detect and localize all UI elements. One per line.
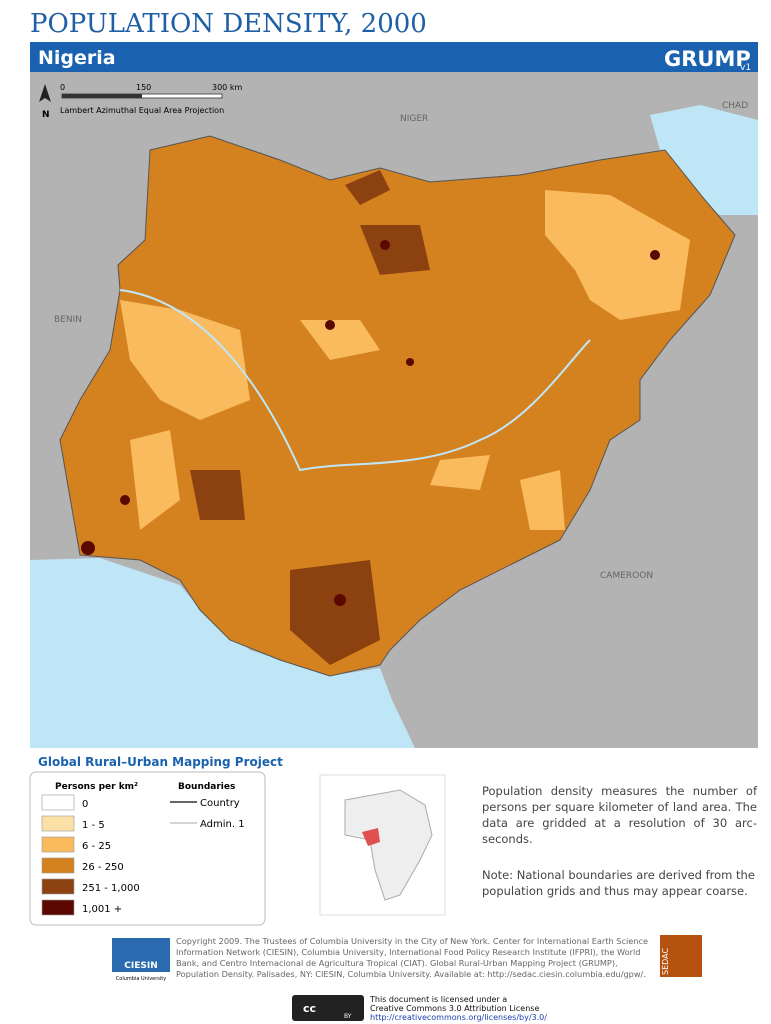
cc-badge [292, 995, 364, 1021]
scale-label: 0 [60, 83, 65, 92]
boundary-label: Admin. 1 [200, 819, 245, 830]
inset-africa [344, 789, 433, 901]
legend-label: 26 - 250 [82, 862, 124, 873]
license-url: http://creativecommons.org/licenses/by/3… [370, 1013, 547, 1022]
neighbor-label: CHAD [722, 101, 748, 111]
license: This document is licensed under a Creativ… [370, 995, 547, 1022]
sedac-text: SEDAC [661, 948, 670, 975]
scale-label: 300 km [212, 83, 242, 92]
cc-text: cc [303, 1002, 316, 1015]
river [119, 289, 591, 472]
legend-swatch [41, 815, 75, 832]
scale-bar [62, 94, 142, 98]
city [380, 240, 390, 250]
by-text: BY [344, 1013, 352, 1020]
city [406, 358, 414, 366]
logo-version: v1 [740, 63, 751, 73]
ocean [30, 558, 415, 748]
ciesin-text: CIESIN [124, 961, 157, 971]
legend-title: Global Rural–Urban Mapping Project [38, 755, 283, 769]
legend-swatch [41, 899, 75, 916]
lake-chad [650, 105, 758, 215]
legend-units: Persons per km² [55, 782, 138, 792]
boundaries-title: Boundaries [178, 782, 235, 792]
legend-label: 0 [82, 799, 88, 810]
title-band [30, 42, 758, 72]
license-line: Creative Commons 3.0 Attribution License [370, 1004, 540, 1013]
neighbor-label: NIGER [400, 114, 428, 124]
ciesin-sub: Columbia University [116, 976, 166, 982]
high-density-area [360, 225, 430, 275]
legend-classes: 0 1 - 5 6 - 25 26 - 250 251 - 1,000 1,001 + [41, 794, 140, 916]
title: POPULATION DENSITY, 2000 [30, 9, 427, 39]
city [120, 495, 130, 505]
north-arrow [39, 84, 51, 102]
inset-nigeria [362, 828, 380, 846]
high-density-area [345, 170, 390, 205]
low-density-area [545, 190, 690, 320]
license-line: This document is licensed under a [370, 995, 508, 1004]
nigeria [59, 135, 736, 677]
neighbor-label: CAMEROON [600, 571, 653, 581]
city [334, 594, 346, 606]
high-density-area [190, 470, 245, 520]
legend-box [29, 771, 266, 926]
country-name: Nigeria [38, 47, 116, 69]
north-label: N [42, 110, 50, 120]
legend-swatch [41, 836, 75, 853]
legend-swatch [41, 857, 75, 874]
ciesin-logo [112, 938, 170, 972]
legend-label: 1 - 5 [82, 820, 105, 831]
scale-label: 150 [136, 83, 151, 92]
legend-swatch [41, 878, 75, 895]
legend-label: 251 - 1,000 [82, 883, 140, 894]
description: Population density measures the number o… [482, 784, 757, 846]
city [81, 541, 95, 555]
note: Note: National boundaries are derived fr… [482, 868, 755, 898]
sedac-logo [660, 935, 702, 977]
low-density-area [430, 455, 490, 490]
city [325, 320, 335, 330]
legend-label: 1,001 + [82, 904, 122, 915]
legend-swatch [41, 794, 75, 811]
city [650, 250, 660, 260]
low-density-area [300, 320, 380, 360]
copyright: Copyright 2009. The Trustees of Columbia… [176, 936, 649, 979]
low-density-area [130, 430, 180, 530]
low-density-area [120, 300, 250, 420]
projection: Lambert Azimuthal Equal Area Projection [60, 106, 224, 115]
neighbor-label: BENIN [54, 315, 82, 325]
high-density-area [290, 560, 380, 665]
legend-label: 6 - 25 [82, 841, 111, 852]
low-density-area [520, 470, 565, 530]
logo: GRUMP [664, 47, 751, 71]
boundary-label: Country [200, 798, 240, 809]
